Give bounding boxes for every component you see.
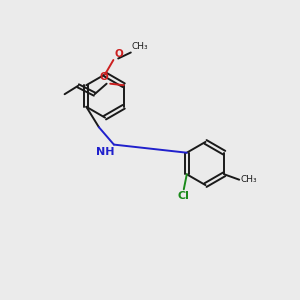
Text: O: O — [115, 50, 124, 59]
Text: CH₃: CH₃ — [240, 175, 257, 184]
Text: NH: NH — [96, 147, 114, 157]
Text: CH₃: CH₃ — [132, 42, 148, 51]
Text: O: O — [100, 73, 109, 82]
Text: Cl: Cl — [178, 191, 190, 201]
